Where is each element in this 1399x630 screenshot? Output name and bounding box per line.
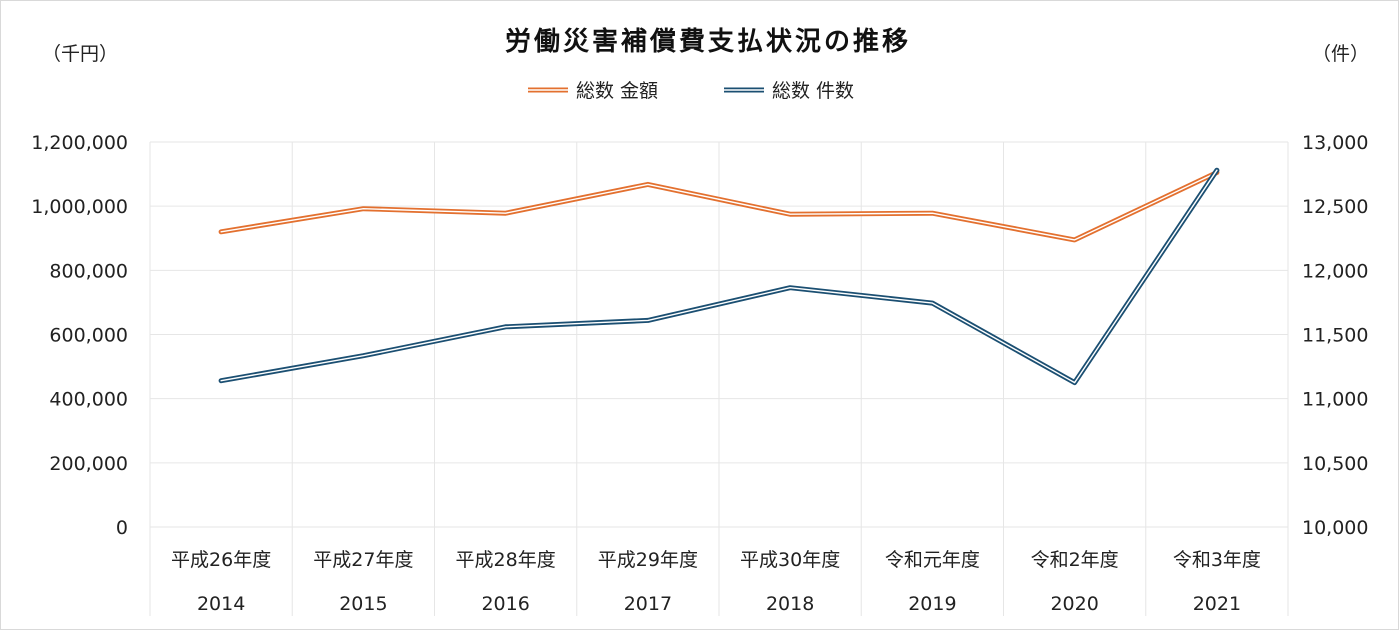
data-point-count	[932, 303, 933, 304]
data-point-amount	[221, 231, 222, 232]
gridlines	[149, 141, 1289, 616]
right-tick-label: 11,000	[1302, 389, 1368, 411]
year-label: 2019	[908, 593, 956, 615]
series-lines	[218, 167, 1220, 386]
category-label: 令和2年度	[1031, 549, 1119, 571]
right-tick-label: 11,500	[1302, 325, 1368, 347]
year-label: 2021	[1193, 593, 1241, 615]
year-label: 2020	[1050, 593, 1098, 615]
year-label: 2016	[481, 593, 529, 615]
left-tick-label: 0	[116, 517, 128, 539]
data-point-amount	[647, 184, 648, 185]
category-label: 平成28年度	[456, 549, 556, 571]
left-tick-label: 200,000	[49, 453, 128, 475]
category-label: 令和元年度	[885, 549, 980, 571]
data-point-count	[505, 326, 506, 327]
right-tick-label: 12,000	[1302, 260, 1368, 282]
left-axis-unit: （千円）	[42, 43, 118, 65]
category-label: 平成29年度	[598, 549, 698, 571]
year-label: 2015	[339, 593, 387, 615]
right-tick-label: 10,000	[1302, 517, 1368, 539]
data-point-amount	[932, 213, 933, 214]
legend-label-amount: 総数 金額	[576, 80, 658, 102]
legend: 総数 金額 総数 件数	[528, 80, 854, 102]
left-axis-ticks: 0 200,000 400,000 600,000 800,000 1,000,000 1,…	[31, 132, 128, 539]
data-point-count	[363, 355, 364, 356]
data-point-amount	[1074, 239, 1075, 240]
data-point-count	[647, 320, 648, 321]
chart-title: 労働災害補償費支払状況の推移	[505, 26, 911, 57]
series-line-core-count	[220, 169, 1218, 384]
category-axis: 平成26年度 2014 平成27年度 2015 平成28年度 2016 平成29年度 2017…	[171, 549, 1261, 615]
right-axis-ticks: 10,000 10,500 11,000 11,500 12,000 12,500 13,0…	[1302, 132, 1368, 539]
right-tick-label: 13,000	[1302, 132, 1368, 154]
category-label: 平成26年度	[171, 549, 271, 571]
data-point-count	[221, 380, 222, 381]
category-label: 平成27年度	[313, 549, 413, 571]
right-tick-label: 12,500	[1302, 196, 1368, 218]
left-tick-label: 1,200,000	[31, 132, 128, 154]
legend-label-count: 総数 件数	[772, 80, 854, 102]
left-tick-label: 400,000	[49, 389, 128, 411]
data-point-count	[790, 287, 791, 288]
right-axis-unit: （件）	[1312, 43, 1369, 65]
category-label: 平成30年度	[740, 549, 840, 571]
left-tick-label: 600,000	[49, 325, 128, 347]
series-line-core-amount	[220, 171, 1218, 241]
year-label: 2018	[766, 593, 814, 615]
data-point-amount	[790, 214, 791, 215]
right-tick-label: 10,500	[1302, 453, 1368, 475]
year-label: 2017	[624, 593, 672, 615]
data-point-amount	[505, 213, 506, 214]
data-point-count	[1216, 170, 1217, 171]
year-label: 2014	[197, 593, 245, 615]
data-point-amount	[363, 208, 364, 209]
category-label: 令和3年度	[1173, 549, 1261, 571]
left-tick-label: 800,000	[49, 260, 128, 282]
left-tick-label: 1,000,000	[31, 196, 128, 218]
data-point-count	[1074, 382, 1075, 383]
